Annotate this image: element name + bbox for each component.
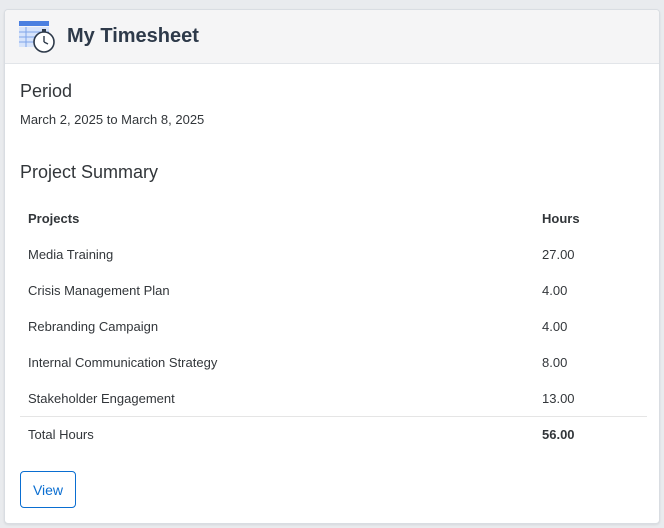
column-header-projects: Projects <box>28 210 80 226</box>
project-hours: 13.00 <box>542 390 575 406</box>
project-hours: 4.00 <box>542 318 568 334</box>
table-row: Media Training 27.00 <box>20 236 647 272</box>
period-heading: Period <box>20 81 73 101</box>
column-header-hours: Hours <box>542 210 580 226</box>
card-header: My Timesheet <box>5 10 659 64</box>
card-title: My Timesheet <box>67 25 199 47</box>
project-name: Stakeholder Engagement <box>28 390 175 406</box>
view-button[interactable]: View <box>20 471 76 508</box>
project-summary-heading: Project Summary <box>20 162 159 182</box>
project-name: Media Training <box>28 246 114 262</box>
table-row: Internal Communication Strategy 8.00 <box>20 344 647 380</box>
period-value: March 2, 2025 to March 8, 2025 <box>20 112 205 127</box>
project-name: Internal Communication Strategy <box>28 354 218 370</box>
project-summary-table: Projects Hours Media Training 27.00 Cris… <box>20 200 647 452</box>
total-hours-value: 56.00 <box>534 416 647 452</box>
project-hours: 4.00 <box>542 282 568 298</box>
timesheet-stopwatch-icon <box>19 20 55 53</box>
project-name: Rebranding Campaign <box>28 318 159 334</box>
project-hours: 8.00 <box>542 354 568 370</box>
table-row: Rebranding Campaign 4.00 <box>20 308 647 344</box>
total-hours-label: Total Hours <box>20 416 534 452</box>
project-hours: 27.00 <box>542 246 575 262</box>
project-name: Crisis Management Plan <box>28 282 170 298</box>
table-row: Stakeholder Engagement 13.00 <box>20 380 647 417</box>
timesheet-card: My Timesheet Period March 2, 2025 to Mar… <box>4 9 660 524</box>
table-row: Crisis Management Plan 4.00 <box>20 272 647 308</box>
table-header-row: Projects Hours <box>20 200 647 236</box>
total-row: Total Hours 56.00 <box>20 416 647 452</box>
